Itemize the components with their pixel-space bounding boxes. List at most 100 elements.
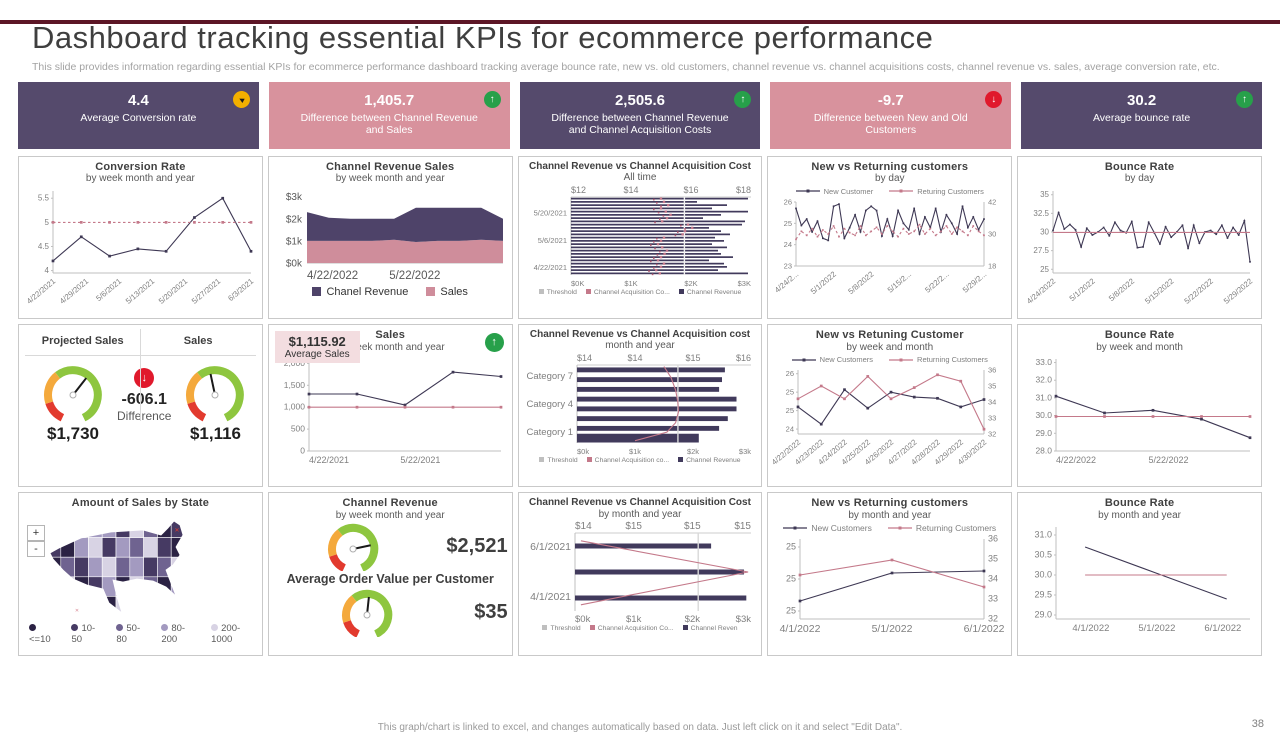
legend-item: Returning Customers	[889, 355, 988, 364]
svg-text:4/1/2022: 4/1/2022	[780, 623, 821, 635]
kpi-label: Difference between Channel Revenue and C…	[551, 111, 729, 137]
zoom-in-button[interactable]: +	[27, 525, 45, 542]
legend-swatch	[312, 286, 322, 296]
svg-text:18: 18	[988, 261, 996, 270]
panel-cr-vs-cac-month-year: Channel Revenue vs Channel Acquisition c…	[517, 323, 763, 488]
legend-label: Channel Acquisition Co...	[593, 288, 670, 296]
svg-text:35: 35	[1040, 190, 1049, 199]
svg-text:5/20/2021: 5/20/2021	[157, 276, 189, 305]
legend-label: New Customers	[819, 355, 874, 365]
channel-revenue-gauge-row: $2,521	[273, 521, 508, 572]
legend-item: Sales	[426, 286, 468, 298]
legend-swatch	[682, 625, 688, 631]
legend-label: Chanel Revenue	[326, 285, 409, 298]
panel-bounce-rate-by-month: Bounce Rate by month and year 29.0 29.5 30.0…	[1017, 492, 1262, 656]
chart-canvas: $0k $1k $2k $3k 4/22/2022 5/22/2022	[286, 192, 503, 282]
legend-label: Channel Acquisition co...	[594, 456, 670, 464]
channel-revenue-gauge-dial	[327, 524, 378, 572]
legend-label: 200-1000	[211, 622, 241, 645]
svg-text:$0k: $0k	[286, 258, 303, 269]
svg-text:Category 7: Category 7	[526, 371, 572, 382]
svg-text:4: 4	[45, 266, 50, 275]
legend-dot	[29, 623, 36, 631]
panel-bounce-rate-by-day: Bounce Rate by day 25 27.5 30 32.5 35 4/24/2022…	[1017, 155, 1262, 319]
chart-title: New vs Retuning Customer	[815, 328, 964, 341]
legend-item: Channel Reven	[682, 625, 738, 632]
chart-title: New vs Returning customers	[811, 160, 969, 173]
chart-canvas: 4 4.5 5 5.5 4/22/2021 4/29/2021 5/6/2021 5/13/2…	[25, 190, 255, 306]
chart-subtitle: by week and month	[1096, 341, 1183, 353]
svg-text:$14: $14	[623, 185, 638, 195]
legend-item: 80-200	[161, 623, 198, 645]
svg-text:$3K: $3K	[737, 279, 750, 288]
svg-text:30.5: 30.5	[1035, 550, 1053, 560]
chart-title: Channel Revenue vs Channel Acquisition C…	[529, 497, 751, 509]
legend-item: Channel Revenue	[678, 288, 741, 296]
legend-item: Threshold	[542, 625, 581, 632]
svg-text:31.0: 31.0	[1036, 393, 1053, 403]
svg-text:25: 25	[786, 388, 794, 397]
chart-legend: Threshold Channel Acquisition Co... Channe…	[523, 625, 758, 632]
chart-canvas: 25 25 25 32 33 34 35 36 4/1/2022 5/1/2022 6/1/2022	[780, 534, 1005, 636]
panel-new-vs-returning-by-month: New vs Returning customers by month and y…	[767, 492, 1013, 656]
panel-channel-revenue-gauges: Channel Revenue by week month and year $2,…	[267, 492, 513, 656]
svg-text:2,000: 2,000	[284, 358, 306, 368]
chart-title: New vs Returning customers	[811, 497, 969, 510]
svg-text:5/15/2...: 5/15/2...	[886, 269, 913, 294]
legend-item: Threshold	[538, 288, 577, 296]
svg-text:$3k: $3k	[739, 447, 751, 456]
legend-dot	[161, 623, 169, 631]
gauge-body: $1,730 ↓ -606.1 Difference $1,116	[23, 356, 258, 444]
chart-subtitle: by month and year	[848, 509, 932, 521]
legend-dot	[211, 623, 219, 631]
panel-conversion-rate-by-week: Conversion Rate by week month and year 4 4.…	[18, 155, 263, 319]
panel-bounce-rate-by-week: Bounce Rate by week and month 28.0 29.0 30.0…	[1017, 323, 1262, 488]
arrow-up-icon: ↑	[484, 332, 504, 352]
svg-text:25: 25	[786, 606, 796, 616]
legend-swatch	[586, 456, 592, 462]
legend-item: New Customers	[783, 523, 872, 533]
svg-text:35: 35	[988, 382, 996, 391]
zoom-out-button[interactable]: -	[27, 541, 45, 558]
legend-line-sample	[783, 526, 808, 530]
kpi-value: -9.7	[877, 91, 904, 109]
legend-label: Returing Customers	[917, 186, 984, 196]
map-zoom-controls: + -	[27, 525, 45, 558]
svg-text:Category 1: Category 1	[526, 427, 572, 438]
svg-text:$18: $18	[736, 185, 751, 195]
legend-dot	[71, 623, 79, 631]
panel-new-vs-returning-by-day: New vs Returning customers by day New Cust…	[767, 155, 1013, 319]
svg-text:4.5: 4.5	[38, 242, 50, 251]
svg-text:4/22/2021: 4/22/2021	[309, 455, 349, 465]
chart-title: Sales	[375, 328, 406, 341]
chart-legend: New Customers Returning Customers	[772, 355, 1007, 364]
svg-text:5/22/2022: 5/22/2022	[1183, 276, 1215, 305]
sales-value: $1,116	[189, 423, 242, 443]
svg-text:6/1/2021: 6/1/2021	[530, 541, 571, 553]
svg-text:32: 32	[988, 430, 996, 439]
legend-swatch	[678, 288, 684, 294]
legend-item: Channel Acquisition co...	[586, 456, 670, 464]
svg-text:5/20/2021: 5/20/2021	[533, 208, 566, 217]
chart-subtitle: by week month and year	[335, 341, 445, 353]
svg-text:5/1/2022: 5/1/2022	[872, 623, 913, 635]
badge-label: Average Sales	[284, 348, 350, 360]
chart-canvas: 0 500 1,000 1,500 2,000 4/22/2021 5/22/2021	[284, 358, 503, 465]
chart-legend: New Customers Returning Customers	[772, 523, 1007, 533]
chart-subtitle: by week and month	[846, 341, 934, 353]
divider	[140, 328, 142, 421]
svg-text:4/22/2021: 4/22/2021	[25, 276, 57, 305]
svg-text:23: 23	[784, 261, 792, 270]
svg-text:1,500: 1,500	[284, 380, 306, 390]
svg-text:29.0: 29.0	[1036, 428, 1053, 438]
kpi-card: -9.7 Difference between New and Old Custo…	[770, 81, 1012, 149]
difference-label: Difference	[117, 408, 172, 423]
average-order-value-label: Average Order Value per Customer	[286, 572, 494, 587]
difference-value: -606.1	[121, 390, 167, 408]
panel-new-vs-returning-by-week: New vs Retuning Customer by week and mont…	[767, 323, 1013, 488]
arrow-down-icon: ↓	[134, 367, 155, 388]
panel-channel-revenue-sales: Channel Revenue Sales by week month and y…	[267, 155, 513, 319]
chart-canvas: $12 $14 $16 $18 5/20/2021 5/6/2021 4/22/2021 $0…	[533, 185, 751, 288]
legend-line-sample	[795, 189, 820, 193]
legend-item: New Customers	[791, 355, 874, 365]
